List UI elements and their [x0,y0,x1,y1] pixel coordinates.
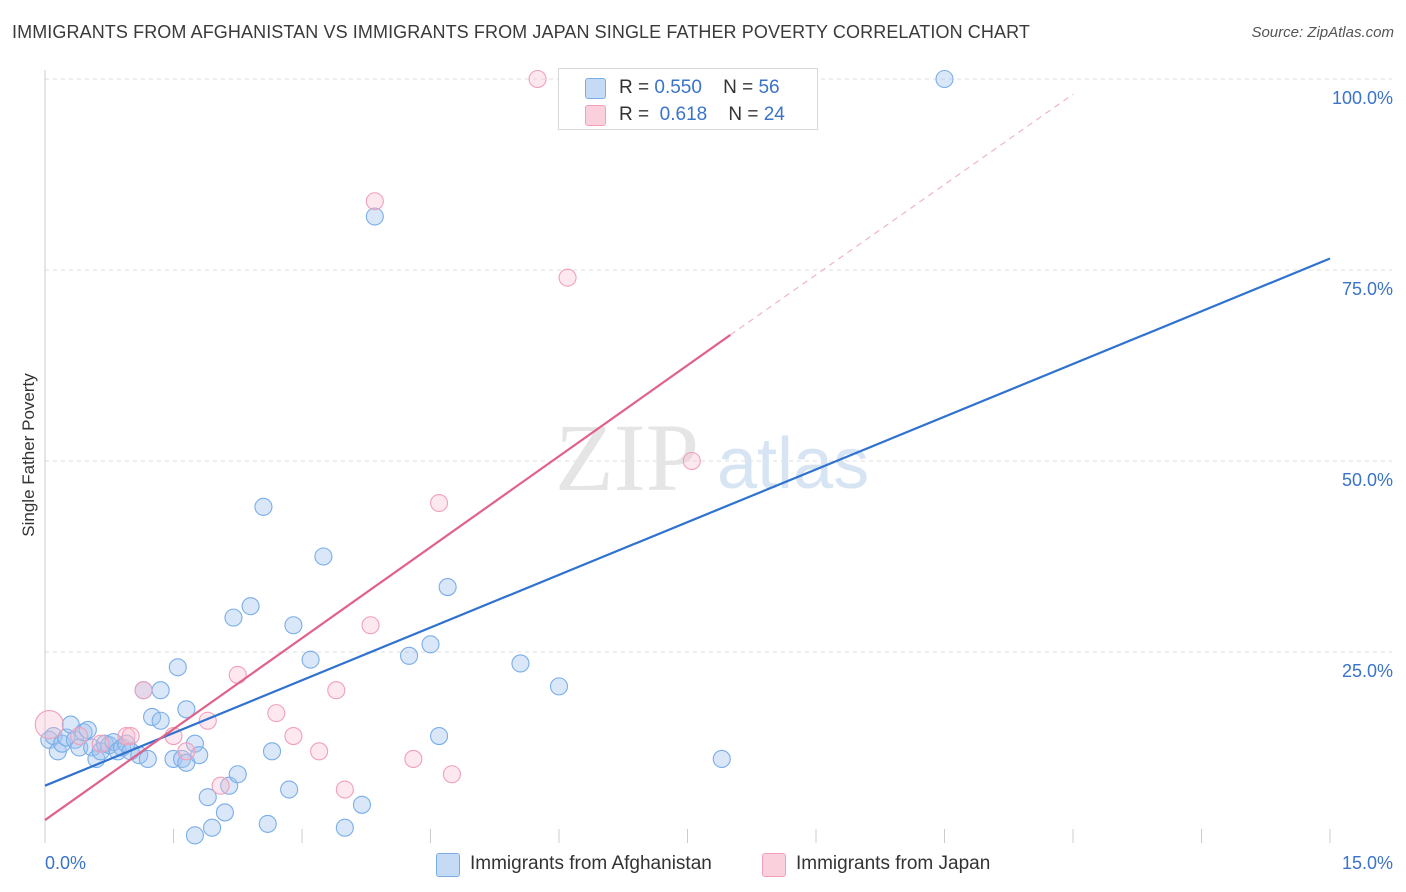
point-afghanistan [712,749,731,769]
point-afghanistan [511,654,530,673]
point-japan [228,665,247,684]
point-afghanistan [254,497,273,516]
watermark: ZIP atlas [555,404,869,511]
legend-stats-afghanistan: R = 0.550 N = 56 [619,77,780,99]
point-japan [211,776,230,795]
point-afghanistan [935,69,954,89]
point-afghanistan [151,681,170,700]
y-tick-label: 25.0% [1342,661,1393,681]
point-afghanistan [168,658,187,677]
point-afghanistan [177,700,196,719]
y-tick-label: 75.0% [1342,279,1393,299]
source-credit: Source: ZipAtlas.com [1251,24,1394,41]
point-japan [442,765,461,784]
point-japan [34,710,64,740]
y-tick-label: 100.0% [1332,88,1393,108]
point-afghanistan [143,707,162,726]
point-japan [558,268,577,287]
point-afghanistan [215,803,234,822]
point-japan [267,704,286,723]
r-label: R = [619,104,650,125]
point-japan [365,192,384,211]
point-japan [284,726,303,746]
point-japan [327,681,346,700]
legend-swatch-japan [762,853,786,877]
n-label: N = [728,104,759,125]
points-layer [34,69,954,845]
watermark-zip: ZIP [555,404,699,511]
point-afghanistan [335,818,354,837]
point-japan [361,616,380,635]
correlation-legend: R = 0.550 N = 56 R = 0.618 N = 24 [558,68,818,130]
point-japan [117,726,136,746]
r-value: 0.550 [654,77,702,98]
point-afghanistan [280,780,299,799]
point-afghanistan [224,608,243,627]
legend-swatch-afghanistan [436,853,460,877]
point-japan [134,681,153,700]
point-japan [177,742,196,761]
point-afghanistan [549,677,569,696]
point-afghanistan [352,795,372,814]
point-japan [70,726,89,746]
point-japan [91,734,110,753]
point-japan [310,742,329,761]
n-value: 56 [758,77,780,98]
n-label: N = [723,77,754,98]
trend-layer [44,93,1331,821]
point-afghanistan [151,711,170,730]
point-afghanistan [228,765,247,784]
point-afghanistan [138,749,157,769]
point-afghanistan [438,578,457,597]
watermark-atlas: atlas [717,424,869,504]
point-afghanistan [203,818,222,837]
point-afghanistan [314,547,333,566]
r-label: R = [619,77,650,98]
point-afghanistan [258,814,277,833]
x-tick-label: 15.0% [1342,853,1393,873]
point-afghanistan [185,826,204,845]
grid-layer [45,78,1392,653]
point-afghanistan [421,635,440,654]
n-value: 24 [763,104,785,125]
legend-swatch-japan [585,105,606,126]
chart-title: IMMIGRANTS FROM AFGHANISTAN VS IMMIGRANT… [12,22,1030,42]
tick-label-layer: 25.0% 50.0% 75.0% 100.0% 0.0% 15.0% [45,88,1393,873]
point-afghanistan [400,646,419,665]
point-japan [430,493,449,513]
trendline-japan [44,334,731,821]
r-value: 0.618 [659,104,708,125]
point-japan [121,726,140,746]
trendline-afghanistan [44,257,1331,787]
legend-label-japan: Immigrants from Japan [796,853,991,874]
point-afghanistan [198,788,217,807]
axis-layer [44,70,1331,843]
point-afghanistan [241,597,260,616]
x-tick-label: 0.0% [45,853,86,873]
point-afghanistan [365,207,384,226]
point-afghanistan [284,616,303,635]
legend-label-afghanistan: Immigrants from Afghanistan [470,853,712,874]
point-japan [682,451,701,471]
point-afghanistan [262,742,282,761]
point-afghanistan [430,726,449,746]
point-japan [404,749,423,769]
legend-swatch-afghanistan [585,78,606,99]
trendline-japan-extension [729,93,1074,336]
point-afghanistan [301,650,320,669]
legend-stats-japan: R = 0.618 N = 24 [619,104,785,126]
point-japan [528,69,547,89]
y-tick-label: 50.0% [1342,470,1393,490]
point-japan [335,780,354,799]
